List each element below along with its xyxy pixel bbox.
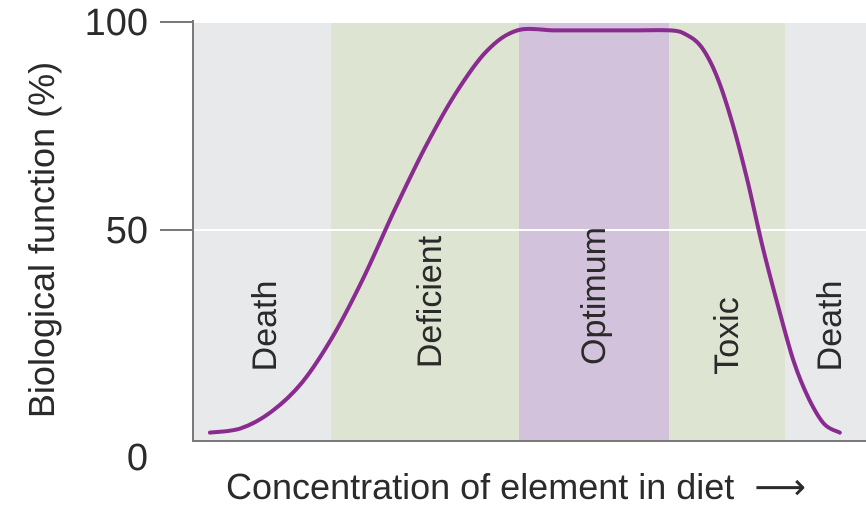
y-tick-label-100: 100 [85,2,148,44]
x-axis-label-text: Concentration of element in diet [226,466,734,507]
y-tick-labels: 100 50 0 [85,2,148,479]
x-axis-arrow: ⟶ [754,466,806,507]
region-label-death-right: Death [811,281,849,372]
y-tick-label-0: 0 [127,437,148,479]
y-axis-label: Biological function (%) [21,62,62,418]
regions [331,22,785,441]
region-label-optimum: Optimum [575,227,613,365]
region-label-death-left: Death [246,281,284,372]
y-tick-label-50: 50 [106,210,148,252]
region-deficient [331,22,519,441]
x-axis-label: Concentration of element in diet ⟶ [226,466,806,507]
region-toxic [669,22,785,441]
region-label-deficient: Deficient [411,235,449,368]
region-label-toxic: Toxic [708,297,746,374]
